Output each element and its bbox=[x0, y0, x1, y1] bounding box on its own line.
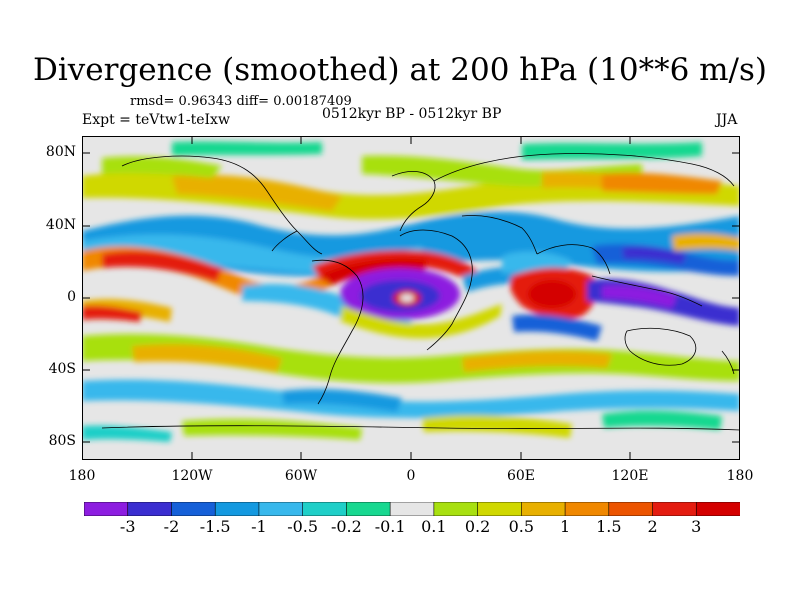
colorbar-swatch bbox=[302, 502, 348, 516]
axis-ticks bbox=[82, 136, 740, 460]
coastlines bbox=[101, 153, 740, 431]
colorbar-swatch bbox=[214, 502, 260, 516]
colorbar-level-label: 2 bbox=[647, 517, 658, 536]
colorbar-level-label: 0.1 bbox=[421, 517, 447, 536]
season-label: JJA bbox=[716, 112, 738, 128]
colorbar-level-label: -1 bbox=[251, 517, 267, 536]
colorbar-level-label: -0.1 bbox=[374, 517, 406, 536]
colorbar-swatch bbox=[171, 502, 217, 516]
lon-label-180w: 180 bbox=[68, 468, 96, 484]
colorbar-swatch bbox=[346, 502, 391, 516]
colorbar-level-label: -0.5 bbox=[287, 517, 319, 536]
lon-label-60e: 60E bbox=[506, 468, 536, 484]
colorbar-swatch bbox=[433, 502, 479, 516]
lon-label-180e: 180 bbox=[726, 468, 754, 484]
statistics-text: rmsd= 0.96343 diff= 0.00187409 bbox=[130, 94, 352, 109]
colorbar-swatch bbox=[389, 502, 435, 516]
colorbar-level-label: -3 bbox=[119, 517, 136, 536]
experiment-label: Expt = teVtw1-teIxw bbox=[82, 112, 230, 128]
lon-label-120e: 120E bbox=[611, 468, 649, 484]
divergence-map bbox=[82, 136, 740, 460]
colorbar-level-label: 1 bbox=[559, 517, 571, 536]
colorbar-swatch bbox=[652, 502, 698, 516]
period-label: 0512kyr BP - 0512kyr BP bbox=[322, 106, 502, 122]
colorbar-swatch bbox=[127, 502, 173, 516]
colorbar-swatch bbox=[695, 502, 740, 516]
colorbar-level-label: -0.2 bbox=[330, 517, 362, 536]
colorbar-swatch bbox=[258, 502, 304, 516]
colorbar bbox=[84, 502, 740, 516]
colorbar-level-label: 1.5 bbox=[596, 517, 622, 536]
lon-label-0: 0 bbox=[406, 468, 416, 484]
lat-label-80n: 80N bbox=[45, 144, 76, 160]
lat-label-40s: 40S bbox=[48, 361, 76, 377]
colorbar-level-label: 3 bbox=[691, 517, 702, 536]
colorbar-swatch bbox=[564, 502, 610, 516]
lat-label-80s: 80S bbox=[48, 433, 76, 449]
colorbar-swatch bbox=[608, 502, 654, 516]
lon-label-60w: 60W bbox=[284, 468, 318, 484]
plot-title: Divergence (smoothed) at 200 hPa (10**6 … bbox=[33, 52, 767, 88]
lat-label-0: 0 bbox=[67, 289, 76, 305]
map-frame bbox=[82, 136, 740, 460]
colorbar-level-label: -2 bbox=[163, 517, 180, 536]
colorbar-level-label: -1.5 bbox=[199, 517, 231, 536]
lat-label-40n: 40N bbox=[45, 217, 76, 233]
colorbar-swatch bbox=[477, 502, 523, 516]
colorbar-level-label: 0.5 bbox=[508, 517, 535, 536]
lon-label-120w: 120W bbox=[171, 468, 213, 484]
colorbar-level-label: 0.2 bbox=[464, 517, 491, 536]
colorbar-swatch bbox=[84, 502, 129, 516]
divergence-field bbox=[82, 141, 740, 442]
colorbar-swatch bbox=[521, 502, 566, 516]
